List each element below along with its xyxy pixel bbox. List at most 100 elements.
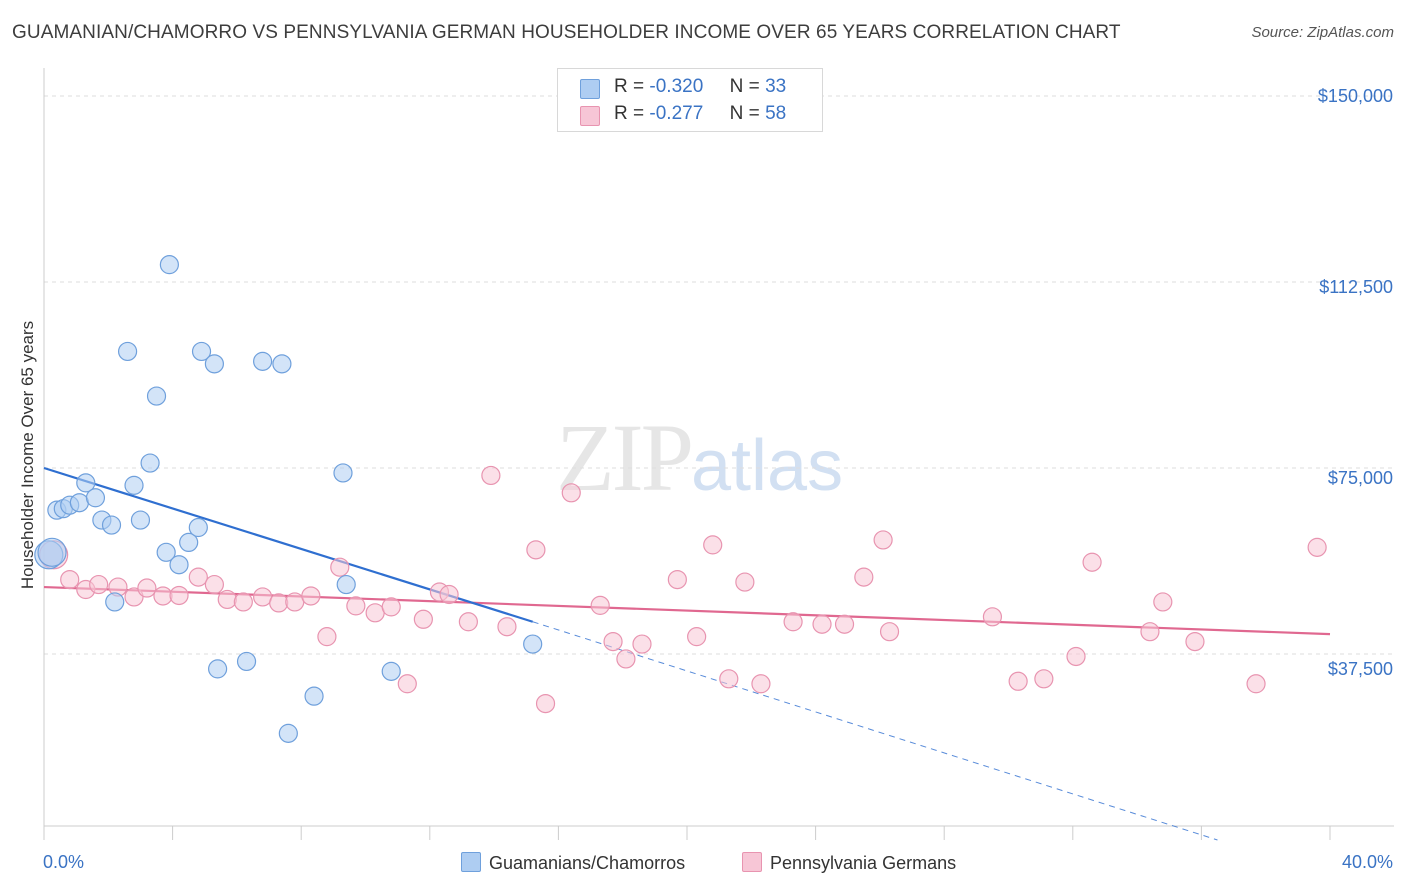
pink-point bbox=[381, 597, 401, 617]
pink-point bbox=[703, 535, 723, 555]
legend-n-label: N = bbox=[729, 103, 760, 124]
pink-point bbox=[397, 674, 417, 694]
x-tick-label-max: 40.0% bbox=[1341, 852, 1393, 872]
blue-point bbox=[101, 515, 122, 535]
bottom-legend-swatch-pink bbox=[742, 852, 762, 872]
pink-point bbox=[137, 578, 157, 598]
pink-point bbox=[301, 586, 321, 606]
pink-point bbox=[590, 595, 610, 615]
blue-point bbox=[523, 634, 543, 654]
blue-point bbox=[204, 354, 224, 374]
pink-point bbox=[330, 557, 350, 577]
blue-point bbox=[272, 354, 292, 374]
correlation-legend: R = -0.320 N = 33 R = -0.277 N = 58 bbox=[557, 68, 823, 132]
blue-point bbox=[159, 255, 179, 275]
pink-point bbox=[667, 569, 687, 590]
legend-r-value: -0.320 bbox=[649, 76, 704, 97]
blue-point bbox=[191, 341, 212, 362]
legend-r-label: R = bbox=[614, 76, 645, 97]
pink-point bbox=[735, 572, 755, 592]
blue-point bbox=[304, 686, 324, 706]
pink-point bbox=[365, 603, 385, 623]
blue-point bbox=[37, 537, 67, 567]
pink-point bbox=[217, 589, 237, 610]
pink-point bbox=[317, 627, 337, 647]
pink-point bbox=[561, 483, 581, 503]
pink-point bbox=[188, 567, 208, 587]
pink-point bbox=[458, 612, 478, 632]
blue-point bbox=[208, 659, 228, 679]
blue-point bbox=[69, 493, 89, 513]
blue-point bbox=[169, 555, 189, 575]
pink-point bbox=[879, 622, 900, 642]
pink-point bbox=[1246, 674, 1266, 694]
pink-point bbox=[719, 669, 739, 689]
pink-point bbox=[535, 693, 556, 714]
legend-text: R = -0.320 N = 33 bbox=[614, 76, 786, 98]
pink-point bbox=[632, 634, 652, 654]
blue-point bbox=[179, 532, 199, 553]
axes bbox=[43, 68, 1394, 840]
pink-point bbox=[60, 569, 80, 590]
blue-point bbox=[76, 473, 96, 493]
pink-point bbox=[89, 574, 109, 595]
legend-swatch-pink bbox=[580, 106, 600, 126]
bottom-legend-label: Guamanians/Chamorros bbox=[489, 853, 686, 873]
pink-point bbox=[812, 614, 832, 634]
pink-point bbox=[497, 617, 517, 637]
pink-point bbox=[1307, 537, 1327, 557]
y-tick-label-37500: $37,500 bbox=[1327, 659, 1393, 679]
pink-trend-line bbox=[43, 585, 1331, 636]
pink-point bbox=[982, 607, 1003, 627]
pink-point bbox=[1185, 631, 1205, 652]
pink-point bbox=[439, 584, 459, 605]
pink-point bbox=[616, 649, 636, 669]
blue-point bbox=[236, 651, 257, 672]
x-tick-label-min: 0.0% bbox=[43, 852, 85, 872]
legend-n-value: 33 bbox=[765, 76, 787, 97]
bottom-legend-guamanian: Guamanians/Chamorros bbox=[461, 852, 685, 874]
pink-point bbox=[269, 593, 289, 613]
pink-point bbox=[854, 567, 874, 587]
pink-point bbox=[346, 596, 366, 616]
chart-title: GUAMANIAN/CHAMORRO VS PENNSYLVANIA GERMA… bbox=[12, 22, 1121, 43]
blue-point bbox=[336, 574, 356, 595]
pink-point bbox=[873, 530, 893, 550]
legend-n-label: N = bbox=[729, 76, 760, 97]
watermark-atlas: atlas bbox=[691, 426, 844, 506]
y-tick-label-75000: $75,000 bbox=[1327, 468, 1393, 488]
blue-point bbox=[85, 488, 106, 508]
pink-point bbox=[233, 592, 253, 612]
y-axis-label: Householder Income Over 65 years bbox=[18, 320, 37, 590]
pink-point bbox=[413, 609, 433, 629]
pink-point bbox=[285, 592, 305, 612]
pink-point bbox=[1153, 592, 1173, 612]
pink-point bbox=[783, 612, 803, 632]
pink-point bbox=[526, 540, 546, 560]
pink-point bbox=[1008, 671, 1028, 691]
legend-n-value: 58 bbox=[765, 103, 787, 124]
pink-point bbox=[1034, 669, 1054, 689]
blue-trend-extension bbox=[532, 621, 1218, 841]
blue-point bbox=[130, 510, 151, 530]
blue-point bbox=[381, 661, 401, 681]
pink-point bbox=[1082, 552, 1102, 572]
y-tick-label-150000: $150,000 bbox=[1317, 86, 1393, 106]
pink-point bbox=[1140, 622, 1160, 642]
pink-point bbox=[204, 574, 224, 595]
legend-swatch-blue bbox=[580, 79, 600, 99]
pink-point bbox=[834, 614, 855, 634]
pink-point bbox=[751, 674, 771, 694]
pink-point bbox=[481, 465, 501, 486]
blue-point bbox=[117, 341, 138, 362]
gridlines bbox=[44, 95, 1394, 655]
blue-point bbox=[146, 386, 167, 406]
blue-point bbox=[156, 542, 176, 562]
data-points bbox=[34, 255, 1327, 743]
pink-point bbox=[1066, 646, 1086, 667]
source-credit: Source: ZipAtlas.com bbox=[1251, 24, 1394, 41]
blue-point bbox=[253, 351, 273, 371]
blue-point bbox=[278, 723, 298, 743]
bottom-legend-pennsylvania: Pennsylvania Germans bbox=[742, 852, 956, 874]
y-tick-label-112500: $112,500 bbox=[1319, 277, 1393, 297]
